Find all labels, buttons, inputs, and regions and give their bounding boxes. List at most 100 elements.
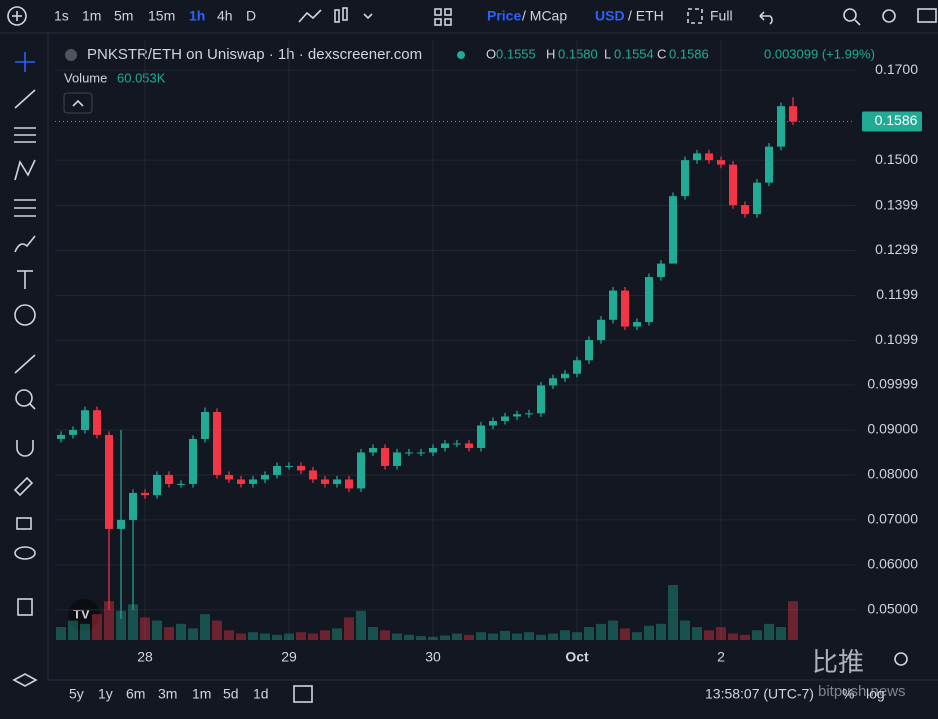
collapse-button[interactable] [63, 92, 93, 114]
candle-body [489, 420, 497, 426]
price-toggle[interactable]: Price [487, 8, 521, 24]
volume-bar [716, 627, 726, 640]
y-tick-label: 0.1299 [875, 241, 918, 257]
range-button[interactable]: 3m [158, 686, 177, 702]
range-button[interactable]: 1d [253, 686, 269, 702]
candle-body [777, 106, 785, 147]
candle-body [669, 196, 677, 264]
volume-bar [188, 628, 198, 640]
fullscreen[interactable]: Full [710, 8, 733, 24]
y-tick-label: 0.08000 [867, 466, 918, 482]
candle-body [609, 290, 617, 320]
volume-bar [680, 620, 690, 640]
candle-body [729, 164, 737, 206]
candle-body [705, 153, 713, 161]
volume-bar [692, 627, 702, 640]
mcap-toggle[interactable]: / MCap [522, 8, 567, 24]
candle-body [429, 447, 437, 453]
candle-body [417, 452, 425, 454]
volume-bar [116, 610, 126, 640]
percent-toggle[interactable]: % [842, 686, 854, 702]
candle-body [81, 410, 89, 430]
volume-bar [548, 633, 558, 640]
x-tick-label: Oct [565, 649, 589, 665]
candle-body [165, 474, 173, 484]
range-button[interactable]: 5d [223, 686, 239, 702]
range-button[interactable]: 5y [69, 686, 84, 702]
interval[interactable]: 5m [114, 8, 133, 24]
y-tick-label: 0.07000 [867, 511, 918, 527]
interval[interactable]: 1m [82, 8, 101, 24]
interval[interactable]: 1s [54, 8, 69, 24]
volume-bar [728, 633, 738, 640]
volume-bar [92, 614, 102, 640]
volume-bar [356, 610, 366, 640]
volume-bar [536, 634, 546, 640]
ohlc-label: L [604, 46, 611, 61]
candle-body [573, 360, 581, 374]
candle-body [633, 322, 641, 327]
volume-bar [608, 620, 618, 640]
ohlc-value: 0.1554 [614, 46, 654, 61]
candle-body [765, 146, 773, 183]
volume-bar [224, 630, 234, 640]
candle-body [225, 474, 233, 480]
drawing-tools [12, 52, 908, 703]
volume-bar [272, 634, 282, 640]
candle-body [681, 160, 689, 197]
interval[interactable]: 4h [217, 8, 233, 24]
x-tick-label: 29 [281, 649, 297, 665]
candle-body [405, 452, 413, 454]
candle-body [645, 277, 653, 323]
eth-toggle[interactable]: / ETH [628, 8, 664, 24]
volume-bar [68, 620, 78, 640]
volume-bar [644, 625, 654, 640]
candle-body [273, 465, 281, 475]
y-tick-label: 0.09999 [867, 376, 918, 392]
candle-body [213, 411, 221, 475]
volume-bar [620, 628, 630, 640]
usd-toggle[interactable]: USD [595, 8, 625, 24]
candle-body [153, 474, 161, 496]
volume-bar [428, 636, 438, 640]
x-tick-label: 28 [137, 649, 153, 665]
watermark-site: bitpush.news [818, 683, 906, 700]
y-tick-label: 0.05000 [867, 601, 918, 617]
candle-body [369, 447, 377, 453]
range-button[interactable]: 6m [126, 686, 145, 702]
y-tick-label: 0.06000 [867, 556, 918, 572]
candle-body [129, 492, 137, 520]
candle-body [285, 465, 293, 467]
ohlc-label: C [657, 46, 666, 61]
candle-body [657, 263, 665, 278]
ohlc-label: O [486, 46, 496, 61]
volume-bar [764, 623, 774, 640]
volume-bar [752, 630, 762, 640]
interval[interactable]: D [246, 8, 256, 24]
candle-body [309, 470, 317, 480]
candle-body [117, 519, 125, 529]
volume-bar [572, 632, 582, 640]
volume-bar [320, 630, 330, 640]
toolbar: 1s 1m 5m 15m 1h 4h D [54, 8, 256, 24]
log-toggle[interactable]: log [866, 686, 885, 702]
candle-body [477, 425, 485, 448]
volume-bar [332, 628, 342, 640]
candle-body [189, 438, 197, 484]
volume-bar [152, 620, 162, 640]
interval[interactable]: 15m [148, 8, 175, 24]
ohlc-legend: O 0.1555 H 0.1580 L 0.1554 C 0.1586 [486, 46, 709, 61]
ohlc-value: 0.1580 [558, 46, 598, 61]
volume-bar [164, 627, 174, 640]
range-button[interactable]: 1m [192, 686, 211, 702]
volume-bar [56, 627, 66, 640]
grid [55, 40, 855, 640]
volume-bar [452, 633, 462, 640]
candle-body [141, 492, 149, 496]
volume-bar [776, 627, 786, 640]
candle-body [585, 340, 593, 361]
range-button[interactable]: 1y [98, 686, 113, 702]
candle-body [753, 182, 761, 215]
interval[interactable]: 1h [189, 8, 205, 24]
volume-bar [596, 623, 606, 640]
